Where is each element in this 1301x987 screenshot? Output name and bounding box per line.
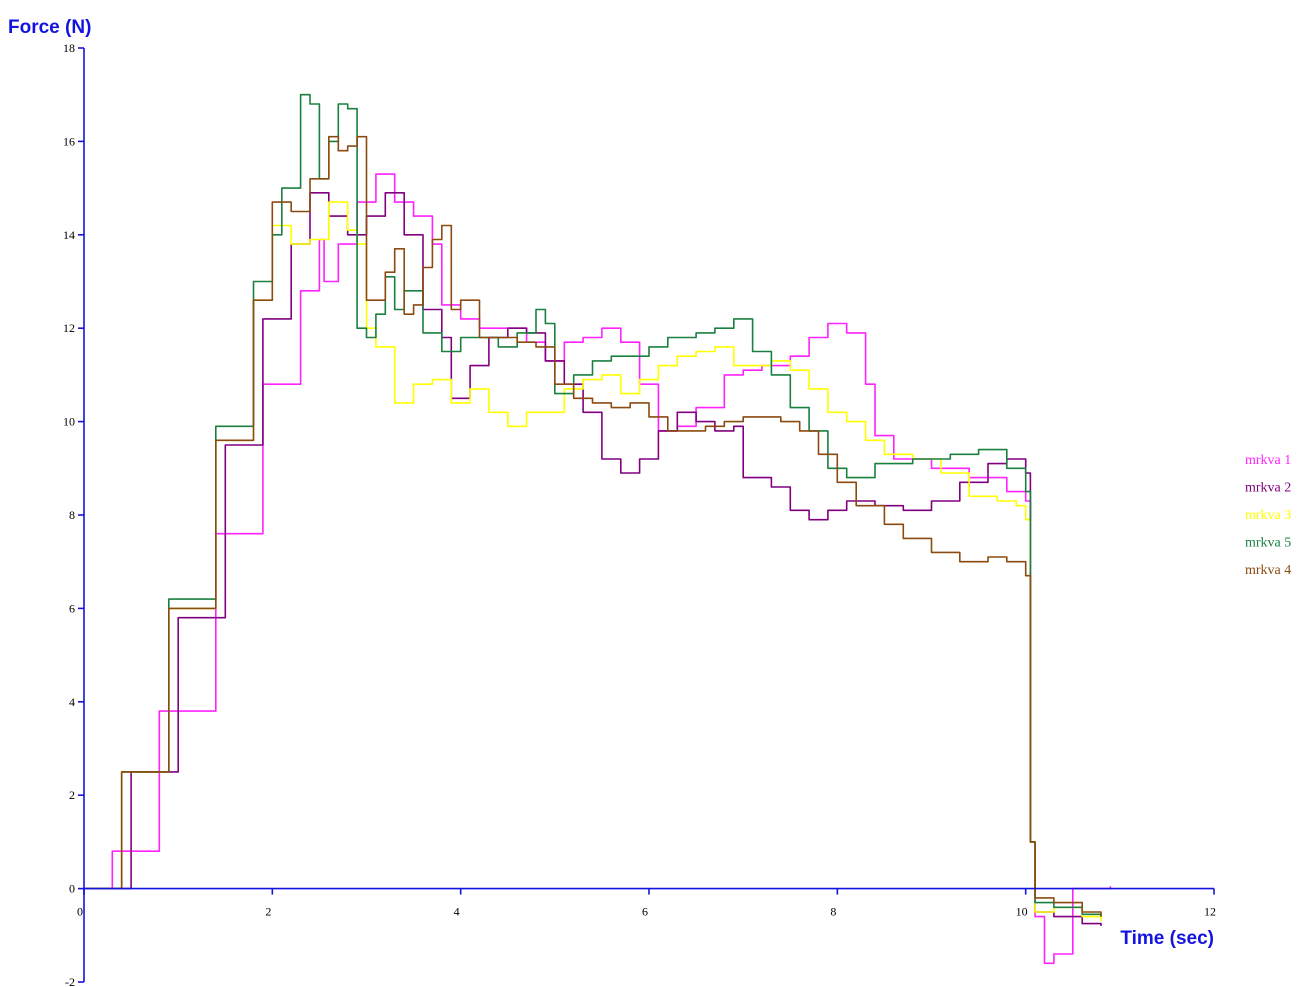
y-tick-label: 14 — [63, 228, 75, 242]
legend-entry: mrkva 1 — [1245, 453, 1291, 468]
y-tick-label: 16 — [63, 134, 75, 148]
y-tick-label: 6 — [69, 601, 75, 615]
y-tick-label: 4 — [69, 695, 75, 709]
y-tick-label: 18 — [63, 41, 75, 55]
legend-entry: mrkva 3 — [1245, 508, 1291, 523]
tick-layer: -2 0 2 4 6 8 10 12 14 16 18 0 2 4 6 8 10 12 — [63, 41, 1216, 987]
legend-entry: mrkva 5 — [1245, 536, 1291, 551]
x-tick-label: 12 — [1204, 905, 1216, 919]
x-tick-label: 8 — [830, 905, 836, 919]
y-axis-title: Force (N) — [8, 17, 91, 38]
x-tick-label: 6 — [642, 905, 648, 919]
legend-entry: mrkva 4 — [1245, 563, 1291, 578]
y-tick-label: 2 — [69, 788, 75, 802]
y-tick-label: 0 — [69, 882, 75, 896]
y-tick-label: -2 — [65, 975, 75, 987]
axis-layer — [83, 48, 1214, 982]
series-line-4 — [84, 93, 1102, 917]
series-line-3 — [84, 201, 1102, 922]
series-line-1 — [84, 173, 1112, 965]
x-axis-title: Time (sec) — [1120, 928, 1214, 949]
series-layer — [84, 93, 1112, 965]
y-tick-label: 12 — [63, 321, 75, 335]
legend: mrkva 1 mrkva 2 mrkva 3 mrkva 5 mrkva 4 — [1245, 453, 1291, 578]
series-line-2 — [84, 192, 1102, 926]
series-line-5 — [84, 135, 1102, 917]
y-tick-label: 10 — [63, 415, 75, 429]
x-tick-label: 4 — [454, 905, 460, 919]
legend-entry: mrkva 2 — [1245, 481, 1291, 496]
x-tick-label: 10 — [1016, 905, 1028, 919]
x-tick-label: 0 — [77, 905, 83, 919]
x-tick-label: 2 — [265, 905, 271, 919]
y-tick-label: 8 — [69, 508, 75, 522]
